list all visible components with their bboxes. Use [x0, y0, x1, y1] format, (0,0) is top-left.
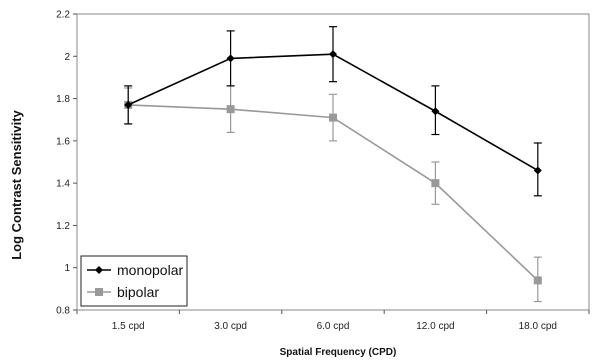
- y-axis: 0.8 1 1.2 1.4 1.6 1.8 2 2.2: [56, 10, 77, 317]
- monopolar-point: [431, 107, 439, 115]
- legend: monopolar bipolar: [81, 256, 187, 306]
- monopolar-point: [227, 54, 235, 62]
- x-tick-label: 6.0 cpd: [317, 321, 350, 332]
- x-axis-title: Spatial Frequency (CPD): [280, 347, 397, 358]
- x-tick-label: 12.0 cpd: [416, 321, 454, 332]
- y-tick-label: 1.8: [56, 94, 70, 105]
- bipolar-point: [329, 114, 337, 122]
- bipolar-point: [431, 179, 439, 187]
- y-tick-label: 2: [64, 52, 70, 63]
- legend-label-bipolar: bipolar: [117, 284, 159, 300]
- x-axis: 1.5 cpd 3.0 cpd 6.0 cpd 12.0 cpd 18.0 cpd: [77, 310, 589, 332]
- y-tick-label: 1.4: [56, 179, 70, 190]
- legend-marker-bipolar: [95, 288, 103, 296]
- legend-label-monopolar: monopolar: [117, 262, 183, 278]
- x-tick-label: 3.0 cpd: [214, 321, 247, 332]
- y-tick-label: 0.8: [56, 306, 70, 317]
- y-tick-label: 2.2: [56, 10, 70, 21]
- bipolar-point: [227, 105, 235, 113]
- monopolar-point: [534, 166, 542, 174]
- y-tick-label: 1.2: [56, 221, 70, 232]
- bipolar-point: [534, 276, 542, 284]
- x-tick-label: 1.5 cpd: [112, 321, 145, 332]
- y-axis-title: Log Contrast Sensitivity: [9, 109, 24, 259]
- y-tick-label: 1: [64, 263, 70, 274]
- y-tick-label: 1.6: [56, 136, 70, 147]
- x-tick-label: 18.0 cpd: [519, 321, 557, 332]
- monopolar-point: [329, 50, 337, 58]
